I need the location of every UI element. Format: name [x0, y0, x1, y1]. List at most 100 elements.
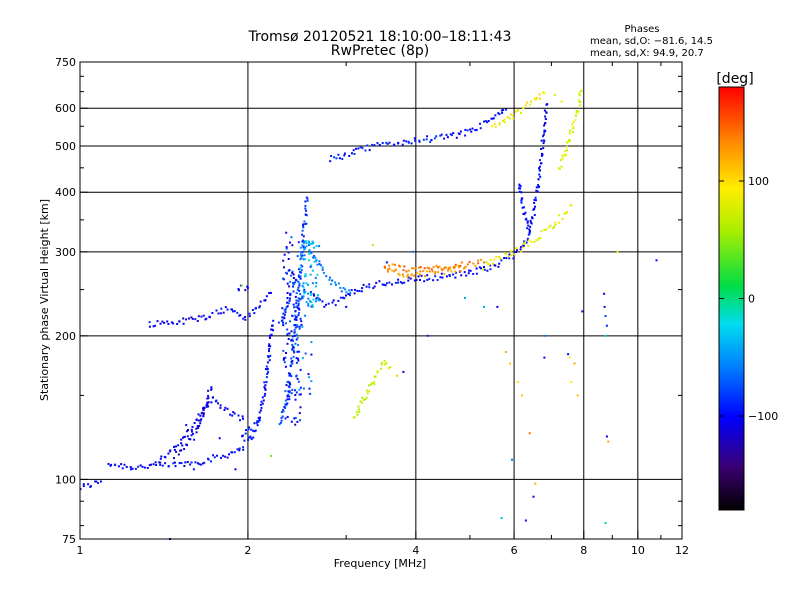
data-point — [578, 94, 581, 97]
data-point — [413, 279, 416, 282]
data-point — [292, 273, 295, 276]
data-point — [430, 139, 433, 141]
data-point — [198, 424, 201, 427]
data-point — [571, 123, 574, 126]
data-point — [314, 300, 317, 303]
data-point — [401, 282, 404, 285]
data-point — [504, 351, 507, 353]
data-point — [289, 364, 292, 367]
data-point — [304, 273, 307, 276]
data-point — [233, 310, 236, 313]
data-point — [296, 255, 299, 258]
data-point — [572, 121, 575, 123]
data-point — [305, 222, 308, 225]
data-point — [264, 384, 267, 387]
data-point — [401, 273, 404, 276]
data-point — [405, 140, 408, 143]
data-point — [581, 310, 584, 313]
data-point — [329, 160, 332, 163]
data-point — [299, 271, 301, 274]
data-point — [258, 305, 261, 308]
data-point — [335, 157, 338, 160]
data-point — [422, 138, 425, 141]
data-point — [526, 227, 529, 230]
data-point — [345, 291, 348, 294]
data-point — [278, 423, 281, 426]
data-point — [238, 449, 241, 452]
data-point — [161, 320, 164, 323]
data-point — [265, 376, 268, 379]
data-point — [301, 244, 304, 247]
data-point — [535, 186, 538, 189]
data-point — [302, 235, 305, 238]
data-point — [99, 480, 102, 483]
data-point — [299, 277, 302, 280]
data-point — [508, 117, 511, 120]
data-point — [301, 233, 304, 236]
data-point — [292, 281, 295, 284]
data-point — [270, 333, 273, 336]
chart-title-line2: RwPretec (8p) — [331, 43, 429, 59]
data-point — [285, 246, 288, 248]
data-point — [337, 299, 340, 302]
data-point — [154, 461, 157, 464]
data-point — [161, 464, 164, 467]
data-point — [181, 444, 184, 447]
data-point — [537, 184, 540, 186]
data-point — [288, 299, 291, 302]
data-point — [545, 103, 548, 106]
data-point — [292, 285, 294, 288]
data-point — [426, 266, 429, 269]
data-point — [283, 253, 286, 256]
data-point — [545, 228, 548, 231]
data-point — [294, 310, 297, 313]
data-point — [483, 261, 485, 264]
data-point — [460, 274, 463, 277]
data-point — [175, 445, 177, 448]
data-point — [311, 305, 314, 308]
data-point — [245, 429, 247, 432]
data-point — [534, 196, 537, 199]
data-point — [304, 258, 307, 261]
data-point — [543, 109, 546, 112]
data-point — [528, 228, 531, 231]
data-point — [310, 305, 313, 308]
data-point — [210, 401, 213, 404]
data-point — [299, 298, 302, 301]
data-point — [353, 153, 356, 155]
data-point — [386, 143, 389, 145]
data-point — [194, 461, 197, 464]
data-point — [560, 159, 562, 162]
data-point — [543, 124, 546, 127]
data-point — [558, 221, 561, 224]
data-point — [251, 429, 254, 432]
data-point — [418, 273, 421, 276]
data-point — [288, 285, 291, 288]
data-point — [543, 356, 546, 359]
data-point — [82, 483, 85, 486]
data-point — [288, 381, 291, 384]
data-point — [383, 359, 386, 362]
data-point — [300, 323, 303, 326]
data-point — [352, 416, 355, 419]
data-point — [466, 129, 469, 132]
data-point — [419, 266, 422, 269]
data-point — [291, 362, 294, 365]
data-point — [267, 371, 270, 374]
y-tick-label: 300 — [55, 246, 76, 259]
data-point — [318, 245, 321, 248]
data-point — [561, 157, 564, 160]
data-point — [530, 100, 533, 103]
data-point — [288, 382, 291, 385]
data-point — [154, 324, 157, 327]
data-point — [328, 278, 331, 281]
data-point — [411, 273, 414, 276]
data-point — [313, 246, 316, 249]
data-point — [499, 257, 502, 260]
data-point — [300, 271, 303, 274]
data-point — [223, 409, 226, 411]
data-point — [293, 328, 296, 331]
data-point — [527, 244, 530, 247]
data-point — [391, 283, 393, 286]
data-point — [371, 143, 374, 146]
